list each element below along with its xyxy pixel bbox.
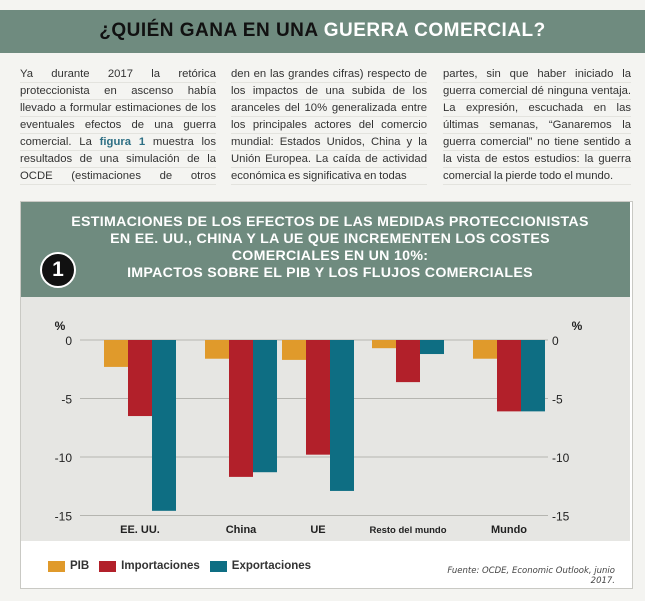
page-title: ¿QUIÉN GANA EN UNA GUERRA COMERCIAL? [0,20,645,42]
intro-text-2: den en las grandes cifras) respecto de l… [231,68,427,182]
header-band [0,10,645,53]
x-category-label: Resto del mundo [369,525,446,536]
figure-number-badge: 1 [40,252,76,288]
bar-exportaciones [521,340,545,412]
bar-exportaciones [152,340,176,511]
bar-pib [205,340,229,359]
legend-label: Importaciones [121,560,200,572]
x-category-label: UE [310,524,325,536]
chart-legend: PIB Importaciones Exportaciones [48,560,321,572]
bar-importaciones [306,340,330,455]
intro-column-3: partes, sin que haber iniciado la guerra… [443,66,631,188]
bar-importaciones [396,340,420,383]
x-category-label: China [226,524,257,536]
y-tick-label-right: 0 [552,334,559,348]
intro-text-1a: Ya durante 2017 la retórica proteccionis… [20,68,216,148]
y-axis-unit-left: % [55,319,66,333]
y-tick-label-left: -10 [55,451,73,465]
legend-item: PIB [48,560,89,572]
bar-importaciones [497,340,521,412]
figure-source: Fuente: OCDE, Economic Outlook, junio 20… [447,566,615,586]
figure-title: ESTIMACIONES DE LOS EFECTOS DE LAS MEDID… [71,214,589,281]
bar-exportaciones [330,340,354,491]
legend-label: Exportaciones [231,560,312,572]
bar-pib [473,340,497,359]
bar-exportaciones [253,340,277,473]
x-category-label: Mundo [491,524,527,536]
figure-header [21,202,630,297]
y-tick-label-right: -10 [552,451,570,465]
y-tick-label-left: -5 [61,393,72,407]
intro-text-1b: muestra los resultados de una simulación… [20,136,216,188]
y-tick-label-right: -5 [552,393,563,407]
bar-importaciones [229,340,253,477]
y-axis-unit-right: % [572,319,583,333]
legend-item: Importaciones [99,560,200,572]
y-tick-label-right: -15 [552,510,570,524]
legend-item: Exportaciones [209,560,312,572]
legend-swatch [209,560,227,572]
intro-column-2: den en las grandes cifras) respecto de l… [231,66,427,188]
bar-pib [104,340,128,367]
y-tick-label-left: 0 [65,334,72,348]
intro-text-3: partes, sin que haber iniciado la guerra… [443,68,631,182]
y-tick-label-left: -15 [55,510,73,524]
intro-column-1: Ya durante 2017 la retórica proteccionis… [20,66,216,188]
x-category-label: EE. UU. [120,524,160,536]
bar-importaciones [128,340,152,417]
legend-swatch [48,560,65,572]
legend-label: PIB [70,560,90,572]
bar-pib [282,340,306,360]
legend-swatch [99,560,117,572]
bar-exportaciones [420,340,444,355]
figure-reference-link[interactable]: figura 1 [99,136,146,148]
bar-pib [372,340,396,349]
title-highlight: GUERRA COMERCIAL? [323,20,546,41]
title-prefix: ¿QUIÉN GANA EN UNA [99,20,324,41]
